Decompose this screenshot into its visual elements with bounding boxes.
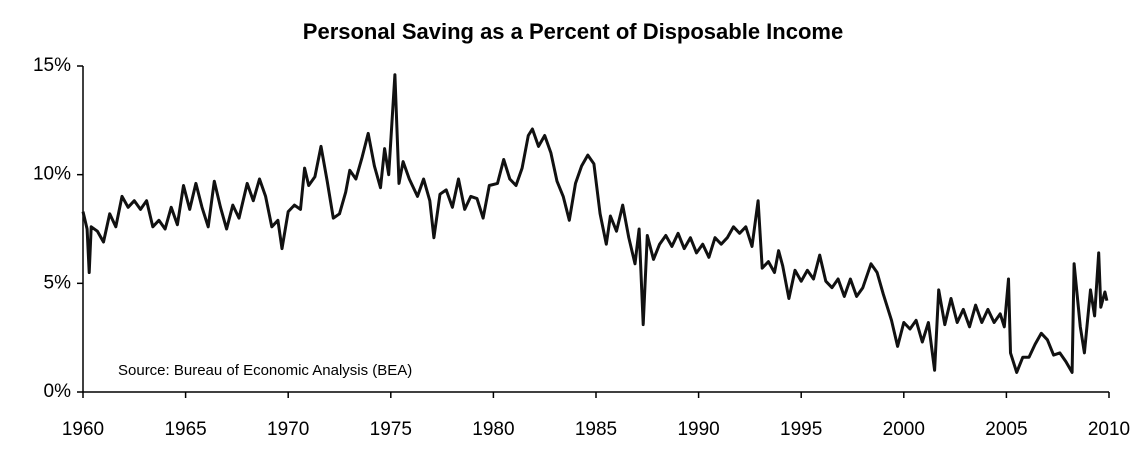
x-tick-label: 1970 (267, 419, 309, 440)
x-tick-label: 1965 (164, 419, 206, 440)
y-tick-label: 15% (33, 55, 71, 76)
x-tick-label: 1980 (472, 419, 514, 440)
x-tick-label: 1960 (62, 419, 104, 440)
x-tick-label: 1975 (370, 419, 412, 440)
x-tick-label: 2010 (1088, 419, 1130, 440)
y-tick-label: 0% (44, 381, 72, 402)
y-tick-label: 10% (33, 164, 71, 185)
y-tick-label: 5% (44, 272, 72, 293)
x-tick-label: 1995 (780, 419, 822, 440)
x-tick-label: 2000 (883, 419, 925, 440)
chart-title: Personal Saving as a Percent of Disposab… (303, 19, 843, 44)
x-tick-label: 2005 (985, 419, 1027, 440)
series-line (81, 73, 1109, 374)
x-tick-label: 1990 (677, 419, 719, 440)
x-tick-label: 1985 (575, 419, 617, 440)
source-note: Source: Bureau of Economic Analysis (BEA… (118, 362, 412, 379)
